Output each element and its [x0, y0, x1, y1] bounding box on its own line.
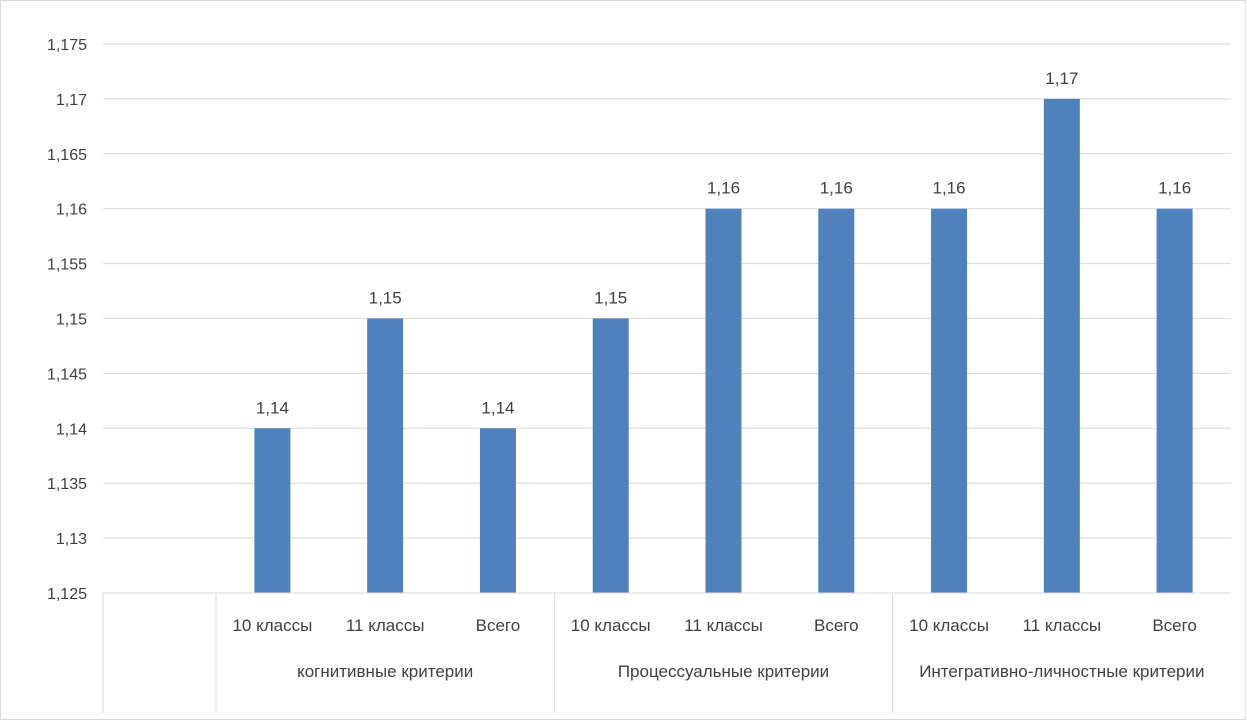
x-tick-label: 11 классы — [346, 616, 425, 635]
y-tick-label: 1,165 — [47, 147, 87, 164]
x-axis: 10 классы 11 классы Всего 10 классы 11 класс… — [102, 592, 1231, 713]
bar — [705, 208, 742, 593]
data-label: 1,16 — [1158, 179, 1191, 198]
data-label: 1,16 — [933, 179, 966, 198]
data-labels: 1,14 1,15 1,14 1,15 1,16 1,16 1,16 1,17 1,16 — [256, 69, 1191, 417]
bar — [931, 208, 968, 593]
x-tick-label: 11 классы — [1023, 616, 1102, 635]
y-tick-label: 1,125 — [47, 586, 87, 603]
bar — [367, 318, 404, 593]
y-tick-label: 1,175 — [47, 37, 87, 54]
group-label: Процессуальные критерии — [618, 662, 829, 681]
data-label: 1,15 — [594, 289, 627, 308]
y-tick-label: 1,135 — [47, 476, 87, 493]
bar — [479, 428, 516, 593]
y-tick-label: 1,17 — [56, 92, 87, 109]
data-label: 1,14 — [256, 398, 289, 417]
y-tick-label: 1,145 — [47, 366, 87, 383]
y-tick-label: 1,16 — [56, 202, 87, 219]
bar — [1156, 208, 1193, 593]
x-tick-label: Всего — [1152, 616, 1197, 635]
y-tick-label: 1,14 — [56, 421, 87, 438]
group-label: Интегративно-личностные критерии — [919, 662, 1204, 681]
data-label: 1,15 — [369, 289, 402, 308]
group-label: когнитивные критерии — [297, 662, 473, 681]
bar — [254, 428, 291, 593]
y-axis-tick-labels: 1,125 1,13 1,135 1,14 1,145 1,15 1,155 1,16 1,16… — [47, 37, 87, 603]
x-tick-label: Всего — [476, 616, 521, 635]
data-label: 1,14 — [481, 398, 514, 417]
x-tick-label: Всего — [814, 616, 859, 635]
y-tick-label: 1,13 — [56, 531, 87, 548]
bar — [818, 208, 855, 593]
bar — [592, 318, 629, 593]
bar — [1043, 98, 1080, 594]
x-tick-label: 10 классы — [909, 616, 989, 635]
data-label: 1,16 — [707, 179, 740, 198]
x-tick-label: 10 классы — [232, 616, 312, 635]
y-tick-label: 1,155 — [47, 257, 87, 274]
bars — [254, 98, 1193, 594]
x-tick-label: 11 классы — [684, 616, 763, 635]
gridlines — [103, 43, 1231, 594]
data-label: 1,17 — [1045, 69, 1078, 88]
x-tick-label: 10 классы — [571, 616, 651, 635]
y-tick-label: 1,15 — [56, 312, 87, 329]
data-label: 1,16 — [820, 179, 853, 198]
